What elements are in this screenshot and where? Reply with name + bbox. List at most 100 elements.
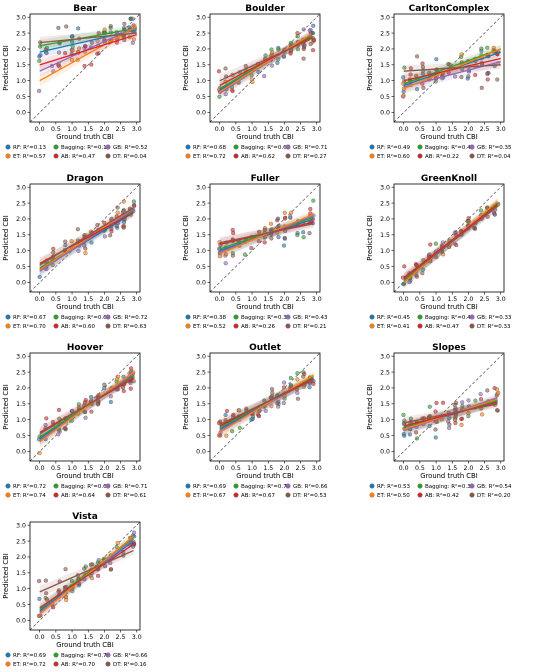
data-point [70,47,75,53]
y-tick-label: 0.5 [16,433,26,440]
x-axis-label: Ground truth CBI [236,472,293,480]
data-point [51,246,56,251]
data-point [495,408,500,413]
data-point [275,218,280,223]
x-tick-label: 1.0 [67,126,77,133]
y-tick-label: 1.0 [196,248,206,255]
x-tick-label: 1.5 [83,465,93,472]
legend-label: ET: R²=0.57 [13,153,46,160]
legend-label: ET: R²=0.74 [13,492,46,499]
data-point [249,246,254,251]
legend-label: AB: R²=0.26 [241,323,276,330]
y-tick-label: 3.0 [196,184,206,191]
data-point [402,264,407,269]
identity-line [30,14,140,122]
data-point [407,432,412,437]
regression-line-dt [219,223,314,244]
legend-marker [53,153,59,159]
regression-line-dt [403,64,501,72]
data-point [415,436,420,441]
legend-marker [469,323,475,329]
data-point [89,576,95,581]
legend-label: Bagging: R²=0.65 [61,314,111,321]
data-point [224,408,230,414]
axes-frame [29,521,141,631]
data-point [108,399,113,405]
data-point [96,573,101,578]
y-axis-label: Predicted CBI [366,45,374,90]
regression-line-dt [39,549,134,593]
data-point [427,404,432,409]
legend-label: RF: R²=0.13 [13,144,47,151]
data-point [454,401,459,406]
data-point [83,44,88,49]
identity-line [394,353,504,461]
y-tick-label: 1.5 [380,232,390,239]
subplot-dragon: 0.0 0.0 0.5 0.5 1.0 1.0 1.5 1.5 2.0 2.0 2.5 2.5 3.0 3… [2,174,148,330]
data-point [83,410,88,415]
legend-marker [369,314,375,320]
data-point [269,404,274,409]
x-tick-label: 0.5 [415,465,425,472]
legend-label: ET: R²=0.60 [377,153,410,160]
data-point [83,415,88,420]
data-point [433,409,438,414]
x-tick-label: 1.0 [247,465,257,472]
data-point [230,253,235,258]
confidence-band [39,29,137,49]
legend-label: DT: R²=0.53 [293,492,327,499]
data-point [89,409,94,414]
legend-label: AB: R²=0.47 [425,323,460,330]
x-tick-label: 2.5 [296,465,306,472]
data-point [131,23,136,28]
x-tick-label: 3.0 [312,126,322,133]
x-tick-label: 0.5 [231,296,241,303]
subplot-title: Vista [72,512,98,522]
legend-label: DT: R²=0.04 [477,153,511,160]
data-point [414,274,419,279]
y-tick-label: 1.5 [16,62,26,69]
x-tick-label: 1.5 [263,126,273,133]
plot-content [30,184,140,292]
data-point [308,42,313,47]
x-tick-label: 3.0 [132,465,142,472]
legend-marker [369,483,375,489]
x-tick-label: 3.0 [132,634,142,641]
confidence-band [39,368,134,448]
legend-label: GB: R²=0.72 [113,314,148,321]
y-tick-label: 2.5 [16,30,26,37]
data-point [295,31,300,36]
legend-label: ET: R²=0.41 [377,323,410,330]
y-tick-label: 0.0 [196,280,206,287]
legend-marker [5,314,11,320]
y-tick-label: 0.5 [196,264,206,271]
data-point [37,451,42,456]
y-axis-label: Predicted CBI [182,384,190,429]
y-tick-label: 2.5 [16,369,26,376]
legend-label: Bagging: R²=0.11 [61,144,110,151]
y-tick-label: 0.0 [196,110,206,117]
axes-frame [209,13,321,123]
x-tick-label: 2.0 [279,126,289,133]
data-point [288,375,293,381]
data-point [69,57,74,62]
data-point [132,203,137,208]
regression-line-et [219,34,311,93]
legend-label: Bagging: R²=0.68 [61,483,111,490]
data-point [89,62,94,67]
subplot-title: GreenKnoll [421,174,477,184]
legend-label: Bagging: R²=0.41 [425,314,474,321]
data-point [223,261,228,266]
legend-marker [469,153,475,159]
data-point [102,234,107,239]
legend-marker [5,661,11,667]
x-tick-label: 0.0 [35,465,45,472]
y-tick-label: 0.5 [16,602,26,609]
legend-label: RF: R²=0.53 [377,483,411,490]
subplot-carltoncomplex: 0.0 0.0 0.5 0.5 1.0 1.0 1.5 1.5 2.0 2.0 2.5 2.5 3.0 3… [366,4,512,160]
y-tick-label: 1.0 [380,417,390,424]
data-point [282,210,287,215]
x-tick-label: 2.5 [480,126,490,133]
data-point [495,77,500,82]
y-tick-label: 2.0 [16,385,26,392]
